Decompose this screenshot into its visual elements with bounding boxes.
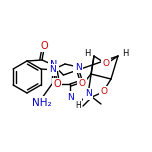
Text: N: N <box>75 62 81 71</box>
Text: NH₂: NH₂ <box>32 98 52 108</box>
Text: H: H <box>84 48 90 57</box>
Text: H: H <box>75 100 81 109</box>
Text: N: N <box>50 60 57 70</box>
Text: O: O <box>100 88 107 97</box>
Text: N: N <box>85 90 91 98</box>
Text: N: N <box>49 66 55 74</box>
Text: H: H <box>122 48 128 57</box>
Text: O: O <box>102 59 109 69</box>
Text: O: O <box>40 41 48 51</box>
Text: O: O <box>78 79 85 88</box>
Text: N: N <box>67 93 73 102</box>
Text: O: O <box>53 79 61 89</box>
